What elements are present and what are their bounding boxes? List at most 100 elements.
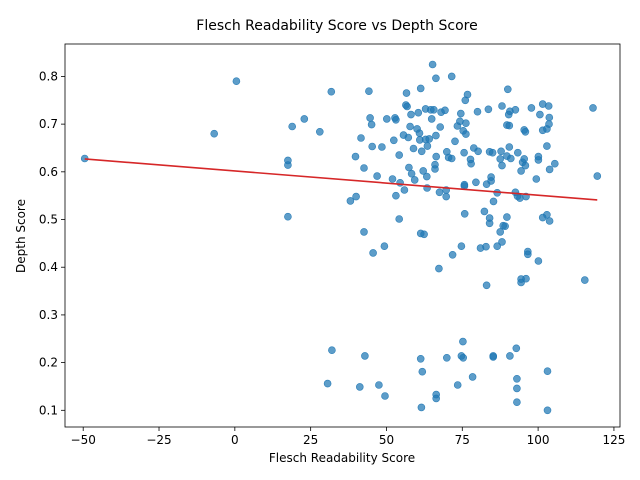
- data-point-14: [352, 192, 360, 201]
- data-points: [80, 60, 602, 415]
- data-point-40: [400, 186, 409, 194]
- data-point-189: [545, 120, 553, 128]
- data-point-23: [369, 249, 377, 257]
- chart-title: Flesch Readability Score vs Depth Score: [196, 18, 477, 34]
- data-point-61: [419, 167, 428, 175]
- data-point-192: [545, 217, 554, 225]
- data-point-187: [543, 367, 552, 376]
- data-point-77: [432, 152, 441, 161]
- data-point-91: [447, 72, 456, 81]
- data-point-52: [414, 108, 423, 117]
- data-point-12: [346, 197, 355, 205]
- data-point-10: [328, 346, 336, 355]
- data-point-110: [463, 90, 472, 99]
- data-point-36: [395, 151, 404, 159]
- data-point-158: [513, 374, 521, 383]
- data-point-15: [357, 134, 365, 142]
- data-point-146: [503, 85, 512, 94]
- data-point-196: [593, 172, 602, 180]
- data-point-57: [416, 354, 425, 363]
- data-point-178: [534, 257, 543, 265]
- data-point-156: [513, 384, 521, 393]
- data-point-42: [402, 89, 411, 97]
- data-point-100: [459, 337, 467, 346]
- x-tick-label: 25: [303, 433, 318, 447]
- data-point-132: [489, 197, 498, 206]
- x-tick-label: 0: [231, 433, 239, 447]
- data-point-25: [373, 172, 381, 180]
- x-tick-label: 125: [602, 433, 625, 447]
- data-point-72: [429, 106, 438, 114]
- data-point-82: [436, 123, 445, 131]
- data-point-19: [365, 87, 373, 95]
- data-point-121: [482, 281, 491, 290]
- data-point-148: [505, 121, 514, 130]
- trend-line-layer: [84, 158, 598, 201]
- data-point-97: [456, 109, 465, 118]
- y-tick-label: 0.4: [39, 260, 58, 274]
- x-tick-label: 50: [379, 433, 394, 447]
- data-point-95: [453, 381, 462, 389]
- data-point-67: [423, 142, 432, 150]
- data-point-27: [378, 143, 386, 151]
- data-point-174: [527, 104, 536, 112]
- data-point-135: [496, 155, 505, 163]
- y-axis-ticks: 0.1 0.2 0.3 0.4 0.5 0.6 0.7 0.8: [39, 69, 65, 417]
- data-point-183: [543, 211, 551, 219]
- y-tick-label: 0.6: [39, 165, 58, 179]
- data-point-37: [395, 215, 404, 223]
- data-point-11: [323, 379, 332, 388]
- data-point-113: [468, 373, 477, 381]
- data-point-149: [505, 143, 514, 151]
- data-point-186: [543, 406, 552, 415]
- data-point-195: [589, 104, 597, 112]
- y-tick-label: 0.7: [39, 117, 58, 131]
- data-point-21: [367, 120, 376, 129]
- data-point-168: [521, 128, 530, 136]
- data-point-85: [442, 192, 451, 201]
- x-axis-ticks: −50 −25 0 25 50 75 100 125: [71, 427, 625, 447]
- trend-line: [84, 158, 598, 201]
- data-point-191: [545, 165, 554, 174]
- data-point-28: [380, 242, 389, 250]
- data-point-109: [462, 130, 470, 138]
- data-point-62: [420, 230, 428, 239]
- data-point-190: [545, 113, 554, 122]
- data-point-34: [392, 116, 400, 124]
- x-tick-label: 100: [527, 433, 550, 447]
- y-axis-label: Depth Score: [14, 199, 28, 273]
- plot-frame: [64, 43, 621, 428]
- data-point-84: [441, 106, 449, 115]
- data-point-49: [409, 144, 418, 153]
- data-point-177: [534, 156, 543, 164]
- data-point-43: [403, 102, 411, 111]
- data-point-112: [467, 159, 475, 168]
- data-point-31: [388, 175, 397, 183]
- data-point-155: [512, 344, 521, 353]
- data-point-53: [415, 129, 424, 137]
- data-point-68: [425, 135, 434, 143]
- data-point-80: [435, 264, 443, 273]
- data-point-123: [484, 105, 493, 114]
- data-point-20: [366, 114, 374, 122]
- data-point-152: [506, 154, 515, 163]
- data-point-170: [522, 274, 530, 283]
- data-point-48: [407, 169, 416, 178]
- data-point-45: [405, 163, 413, 172]
- data-point-9: [327, 87, 336, 96]
- data-point-90: [447, 154, 456, 163]
- data-point-75: [432, 74, 440, 83]
- data-point-87: [442, 353, 451, 362]
- data-point-133: [493, 242, 502, 250]
- data-point-179: [536, 110, 544, 119]
- data-point-173: [523, 250, 532, 259]
- data-point-126: [485, 214, 494, 222]
- y-tick-label: 0.1: [39, 403, 58, 417]
- data-point-13: [351, 152, 360, 161]
- data-point-108: [462, 119, 470, 127]
- data-point-55: [416, 84, 425, 93]
- data-point-138: [498, 102, 506, 110]
- data-point-35: [392, 191, 400, 200]
- data-point-6: [288, 122, 297, 131]
